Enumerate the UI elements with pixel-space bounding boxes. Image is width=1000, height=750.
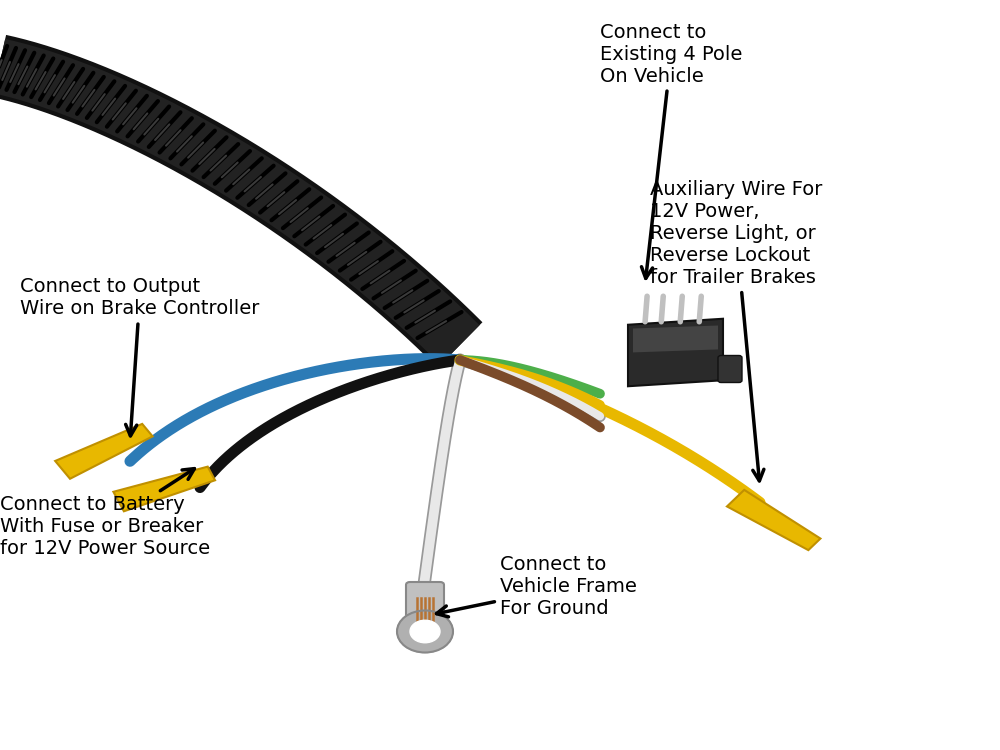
Polygon shape: [727, 490, 820, 550]
FancyBboxPatch shape: [718, 356, 742, 382]
Polygon shape: [113, 466, 215, 512]
Text: Connect to Output
Wire on Brake Controller: Connect to Output Wire on Brake Controll…: [20, 278, 259, 436]
Circle shape: [410, 620, 440, 643]
Text: Connect to Battery
With Fuse or Breaker
for 12V Power Source: Connect to Battery With Fuse or Breaker …: [0, 469, 210, 558]
Polygon shape: [633, 326, 718, 352]
Text: Connect to
Existing 4 Pole
On Vehicle: Connect to Existing 4 Pole On Vehicle: [600, 22, 742, 278]
FancyBboxPatch shape: [406, 582, 444, 626]
Text: Connect to
Vehicle Frame
For Ground: Connect to Vehicle Frame For Ground: [437, 555, 637, 618]
Circle shape: [397, 610, 453, 652]
Text: Auxiliary Wire For
12V Power,
Reverse Light, or
Reverse Lockout
for Trailer Brak: Auxiliary Wire For 12V Power, Reverse Li…: [650, 180, 822, 481]
Polygon shape: [55, 424, 153, 478]
Polygon shape: [628, 319, 723, 386]
